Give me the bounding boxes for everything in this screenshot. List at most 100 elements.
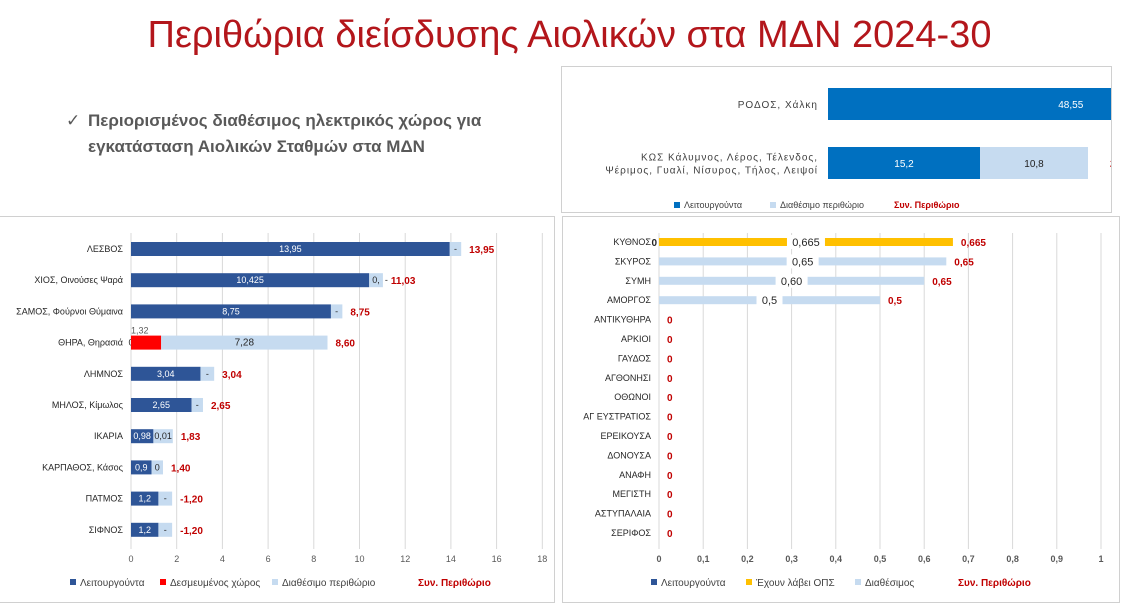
category-label: ΑΜΟΡΓΟΣ bbox=[607, 295, 651, 305]
total-label: 0 bbox=[667, 529, 673, 540]
bar-segment bbox=[200, 366, 215, 381]
x-tick-label: 0,3 bbox=[785, 554, 798, 564]
legend-label: Συν. Περιθώριο bbox=[418, 578, 491, 589]
bar-segment bbox=[131, 522, 159, 537]
x-tick-label: 2 bbox=[174, 554, 179, 564]
data-label: - bbox=[196, 400, 199, 410]
data-label: 0,665 bbox=[792, 237, 820, 249]
data-label-background bbox=[756, 293, 783, 308]
x-tick-label: 4 bbox=[220, 554, 225, 564]
total-label: 13,95 bbox=[469, 245, 494, 256]
x-tick-label: 0,5 bbox=[874, 554, 887, 564]
category-label: ΙΚΑΡΙΑ bbox=[94, 431, 123, 441]
total-label: 0,65 bbox=[954, 257, 974, 268]
category-label: ΚΥΘΝΟΣ bbox=[613, 237, 651, 247]
check-icon: ✓ bbox=[66, 111, 81, 130]
data-label-background bbox=[775, 273, 808, 288]
data-label: 7,28 bbox=[235, 338, 255, 349]
total-label: 8,60 bbox=[336, 339, 356, 350]
bullet-line-1: Περιορισμένος διαθέσιμος ηλεκτρικός χώρο… bbox=[88, 111, 482, 130]
total-label: 0 bbox=[667, 316, 673, 327]
total-label: 0 bbox=[667, 432, 673, 443]
x-tick-label: 10 bbox=[354, 554, 364, 564]
category-label: ΚΩΣ Κάλυμνος, Λέρος, Τέλενδος, bbox=[641, 152, 818, 164]
data-label: 15,2 bbox=[894, 159, 914, 170]
category-label: ΑΝΑΦΗ bbox=[619, 470, 651, 480]
total-label: 11,03 bbox=[391, 276, 416, 287]
legend-label: Λειτουργούντα bbox=[661, 577, 726, 589]
x-tick-label: 0 bbox=[656, 554, 661, 564]
bar-segment bbox=[131, 304, 331, 319]
legend-label: Λειτουργούντα bbox=[684, 200, 742, 210]
bar-segment bbox=[828, 88, 1139, 120]
data-label: 8,75 bbox=[222, 306, 240, 316]
legend-label: Διαθέσιμο περιθώριο bbox=[780, 200, 864, 210]
data-label: 10,425 bbox=[236, 275, 264, 285]
data-label-background bbox=[786, 235, 825, 249]
data-label: 48,55 bbox=[1058, 100, 1083, 111]
bar-segment bbox=[131, 429, 154, 444]
total-label: 0,65 bbox=[932, 277, 952, 288]
data-label: - bbox=[335, 306, 338, 316]
legend-label: Διαθέσιμος bbox=[865, 577, 914, 589]
x-tick-label: 0,7 bbox=[962, 554, 975, 564]
data-label: 0,65 bbox=[792, 256, 813, 268]
legend-swatch bbox=[770, 202, 776, 208]
category-label: ΓΑΥΔΟΣ bbox=[618, 353, 652, 363]
bar-segment bbox=[980, 147, 1088, 179]
data-label: 1,2 bbox=[138, 494, 151, 504]
bar-segment bbox=[161, 335, 328, 350]
bar-segment bbox=[153, 429, 173, 444]
chart-panel-left: 0 2 4 6 8 10 12 14 16 18 ΛΕΣΒΟΣ 13,95 - 13,95 ΧΙΟΣ, Οι… bbox=[0, 216, 555, 603]
data-label: 3,04 bbox=[157, 369, 175, 379]
total-label: 0 bbox=[667, 393, 673, 404]
bullet-line-2: εγκατάσταση Αιολικών Σταθμών στα ΜΔΝ bbox=[88, 137, 425, 156]
x-tick-label: 0 bbox=[128, 554, 133, 564]
data-label: 1,32 bbox=[131, 326, 149, 336]
legend-label: Συν. Περιθώριο bbox=[894, 200, 960, 210]
data-label: 2,65 bbox=[153, 400, 171, 410]
total-label: -1,20 bbox=[180, 495, 203, 506]
x-tick-label: 14 bbox=[446, 554, 456, 564]
bar-segment bbox=[131, 242, 450, 256]
x-tick-label: 0,2 bbox=[741, 554, 754, 564]
category-label: ΕΡΕΙΚΟΥΣΑ bbox=[600, 431, 651, 441]
bar-segment bbox=[330, 304, 343, 319]
x-tick-label: 0,4 bbox=[830, 554, 843, 564]
bar-segment bbox=[131, 460, 152, 475]
x-tick-label: 8 bbox=[311, 554, 316, 564]
total-label: 0 bbox=[667, 413, 673, 424]
category-label: ΑΓΘΟΝΗΣΙ bbox=[605, 373, 651, 383]
data-label: 0,98 bbox=[133, 431, 151, 441]
slide-title: Περιθώρια διείσδυσης Αιολικών στα ΜΔΝ 20… bbox=[147, 14, 992, 56]
x-tick-label: 0,1 bbox=[697, 554, 710, 564]
category-label: ΣΑΜΟΣ, Φούρνοι Θύμαινα bbox=[16, 306, 123, 316]
x-tick-label: 0,9 bbox=[1051, 554, 1064, 564]
category-label: ΚΑΡΠΑΘΟΣ, Κάσος bbox=[42, 462, 124, 472]
x-tick-label: 0,6 bbox=[918, 554, 931, 564]
category-label: ΑΡΚΙΟΙ bbox=[621, 334, 651, 344]
category-label: ΔΟΝΟΥΣΑ bbox=[607, 450, 651, 460]
data-label-background bbox=[786, 254, 819, 269]
total-label: 1,40 bbox=[171, 463, 191, 474]
bullet-point: ✓ Περιορισμένος διαθέσιμος ηλεκτρικός χώ… bbox=[66, 108, 546, 160]
bar-segment bbox=[131, 491, 159, 506]
total-label: 3,04 bbox=[222, 370, 242, 381]
total-label: 0 bbox=[667, 335, 673, 346]
category-label: ΜΗΛΟΣ, Κίμωλος bbox=[52, 400, 124, 410]
category-label: ΠΑΤΜΟΣ bbox=[86, 494, 124, 504]
bar-segment bbox=[131, 366, 201, 381]
data-label: 0,9 bbox=[135, 462, 148, 472]
total-label: 26 bbox=[1110, 159, 1111, 170]
category-label: ΑΓ ΕΥΣΤΡΑΤΙΟΣ bbox=[583, 412, 651, 422]
total-label: 0 bbox=[667, 374, 673, 385]
x-tick-label: 18 bbox=[537, 554, 547, 564]
category-label: ΜΕΓΙΣΤΗ bbox=[612, 489, 651, 499]
legend-swatch bbox=[272, 579, 278, 585]
legend-label: Διαθέσιμο περιθώριο bbox=[282, 577, 376, 589]
legend-swatch bbox=[70, 579, 76, 585]
data-label: - bbox=[164, 494, 167, 504]
x-tick-label: 6 bbox=[266, 554, 271, 564]
legend-label: Έχουν λάβει ΟΠΣ bbox=[755, 577, 835, 589]
